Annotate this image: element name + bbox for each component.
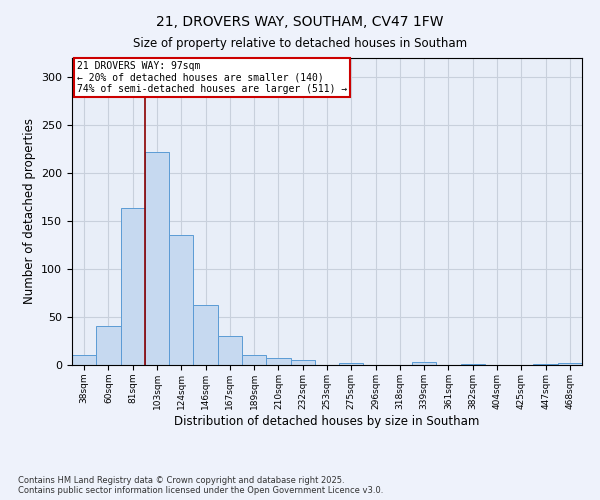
Bar bbox=[266, 358, 290, 365]
Text: Contains HM Land Registry data © Crown copyright and database right 2025.
Contai: Contains HM Land Registry data © Crown c… bbox=[18, 476, 383, 495]
Bar bbox=[290, 360, 315, 365]
Bar bbox=[339, 363, 364, 365]
Y-axis label: Number of detached properties: Number of detached properties bbox=[23, 118, 35, 304]
Text: Size of property relative to detached houses in Southam: Size of property relative to detached ho… bbox=[133, 38, 467, 51]
Bar bbox=[533, 364, 558, 365]
Bar bbox=[169, 236, 193, 365]
Text: 21 DROVERS WAY: 97sqm
← 20% of detached houses are smaller (140)
74% of semi-det: 21 DROVERS WAY: 97sqm ← 20% of detached … bbox=[77, 60, 347, 94]
Bar bbox=[461, 364, 485, 365]
Bar bbox=[193, 306, 218, 365]
Text: 21, DROVERS WAY, SOUTHAM, CV47 1FW: 21, DROVERS WAY, SOUTHAM, CV47 1FW bbox=[156, 15, 444, 29]
Bar bbox=[558, 363, 582, 365]
Bar bbox=[412, 362, 436, 365]
Bar bbox=[72, 356, 96, 365]
Bar bbox=[242, 356, 266, 365]
Bar bbox=[121, 208, 145, 365]
Bar bbox=[218, 336, 242, 365]
X-axis label: Distribution of detached houses by size in Southam: Distribution of detached houses by size … bbox=[175, 414, 479, 428]
Bar bbox=[96, 326, 121, 365]
Bar bbox=[145, 152, 169, 365]
